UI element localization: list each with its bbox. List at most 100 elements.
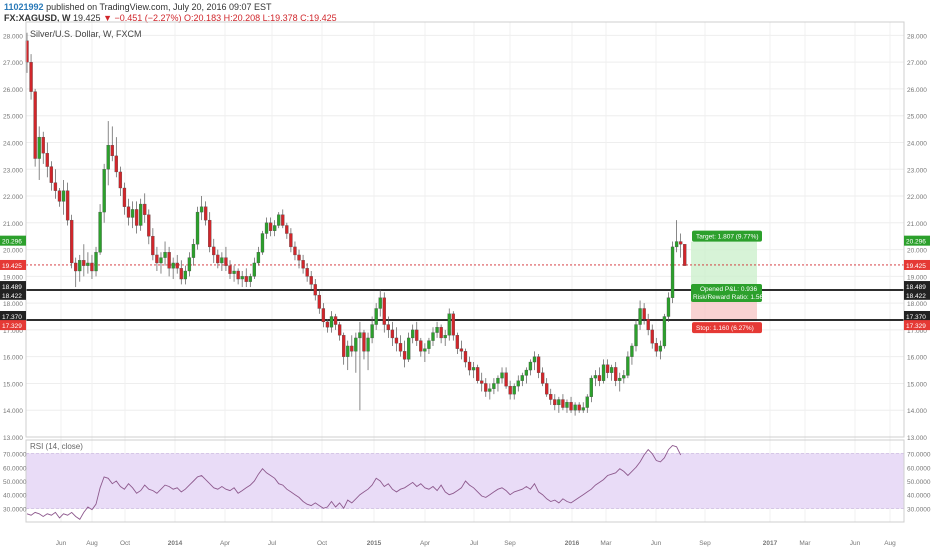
horizontal-levels[interactable] xyxy=(26,264,904,321)
candle-body xyxy=(545,383,549,395)
candle-body xyxy=(467,361,472,371)
candle-body xyxy=(609,367,614,373)
candle-body xyxy=(488,388,492,392)
price-pane-frame xyxy=(25,21,905,438)
candle-body xyxy=(268,222,273,231)
price-tick-label-right: 26.000 xyxy=(907,87,927,94)
candle-body xyxy=(650,329,654,344)
candle-body xyxy=(155,254,159,264)
target-label-bg xyxy=(692,230,762,242)
published-text: published on TradingView.com, July 20, 2… xyxy=(46,2,272,12)
candle-body xyxy=(463,351,468,363)
candle-body xyxy=(516,380,520,387)
price-tick-label-left: 24.000 xyxy=(3,140,23,147)
candle-body xyxy=(557,399,561,406)
time-tick-label: 2017 xyxy=(763,540,778,547)
candle-body xyxy=(321,308,326,323)
rsi-tick-label-left: 40.0000 xyxy=(3,493,27,500)
rsi-tick-label-right: 50.0000 xyxy=(907,479,931,486)
candle-body xyxy=(524,369,529,376)
time-tick-label: Jun xyxy=(850,540,861,547)
candle-body xyxy=(455,335,460,349)
candle-body xyxy=(618,377,622,381)
position-tool[interactable] xyxy=(691,241,757,322)
price-badge-left-bg xyxy=(0,310,26,321)
candle-body xyxy=(110,145,114,157)
candle-body xyxy=(350,345,354,352)
candle-body xyxy=(309,276,313,285)
candle-body xyxy=(601,364,606,381)
rsi-tick-label-right: 40.0000 xyxy=(907,493,931,500)
candle-body xyxy=(212,246,216,256)
candle-body xyxy=(305,268,309,277)
rsi-tick-label-left: 70.0000 xyxy=(3,452,27,459)
candle-body xyxy=(370,324,374,339)
candle-body xyxy=(70,219,74,264)
author-link[interactable]: 11021992 xyxy=(4,2,44,12)
candle-body xyxy=(532,356,537,363)
candle-body xyxy=(577,404,581,411)
candle-body xyxy=(163,252,167,258)
time-tick-label: Jun xyxy=(56,540,67,547)
symbol-label[interactable]: FX:XAGUSD, W xyxy=(4,13,71,23)
time-tick-label: Sep xyxy=(504,540,516,547)
candle-body xyxy=(480,380,484,384)
candle-body xyxy=(504,372,508,387)
price-tick-label-right: 17.000 xyxy=(907,328,927,335)
candle-body xyxy=(402,351,407,360)
candle-body xyxy=(293,246,297,256)
candle-body xyxy=(398,343,403,352)
candle-body xyxy=(561,399,565,408)
candle-body xyxy=(520,375,524,381)
candle-body xyxy=(573,404,577,411)
candle-body xyxy=(337,324,342,336)
candle-body xyxy=(622,375,626,379)
candle-body xyxy=(540,372,545,384)
opened-pnl-label: Opened P&L: 0.936 xyxy=(700,286,757,293)
candle-body xyxy=(183,270,187,280)
price-badge-left: 17.329 xyxy=(2,323,22,330)
time-tick-label: Jul xyxy=(470,540,479,547)
candle-body xyxy=(244,276,248,282)
candle-body xyxy=(208,219,212,248)
rsi-tick-label-right: 60.0000 xyxy=(907,465,931,472)
candle-body xyxy=(273,225,277,231)
candle-body xyxy=(29,62,33,92)
price-tick-label-left: 27.000 xyxy=(3,60,23,67)
price-tick-label-right: 18.000 xyxy=(907,301,927,308)
price-change: ▼ −0.451 (−2.27%) xyxy=(103,13,182,23)
candle-body xyxy=(646,319,650,331)
price-badge-left-bg xyxy=(0,289,26,300)
candle-body xyxy=(106,145,110,170)
candle-body xyxy=(346,345,350,357)
candle-body xyxy=(662,316,667,347)
candle-body xyxy=(406,337,411,360)
candle-body xyxy=(597,375,602,381)
candle-body xyxy=(220,257,224,264)
stop-label: Stop: 1.160 (6.27%) xyxy=(696,325,754,332)
price-tick-label-right: 19.000 xyxy=(907,274,927,281)
ohlc-values: O:20.183 H:20.208 L:19.378 C:19.425 xyxy=(184,13,337,23)
price-tick-label-right: 13.000 xyxy=(907,435,927,442)
time-tick-label: Oct xyxy=(120,540,130,547)
price-badge-right: 18.489 xyxy=(906,284,926,291)
candle-body xyxy=(459,348,464,352)
candle-body xyxy=(419,340,423,352)
candle-body xyxy=(252,262,257,277)
candle-body xyxy=(57,190,62,202)
price-grid xyxy=(26,22,904,522)
price-tick-label-right: 25.000 xyxy=(907,114,927,121)
candle-body xyxy=(102,169,106,213)
candle-body xyxy=(203,206,208,221)
time-tick-label: Apr xyxy=(220,540,231,547)
publish-line: 11021992 published on TradingView.com, J… xyxy=(4,2,337,13)
price-tick-label-left: 16.000 xyxy=(3,355,23,362)
candle-body xyxy=(281,214,285,226)
price-tick-label-left: 25.000 xyxy=(3,114,23,121)
candle-body xyxy=(126,206,131,218)
candle-body xyxy=(443,335,447,339)
candle-body xyxy=(614,367,618,381)
time-tick-label: Jun xyxy=(651,540,662,547)
candle-body xyxy=(317,294,321,309)
